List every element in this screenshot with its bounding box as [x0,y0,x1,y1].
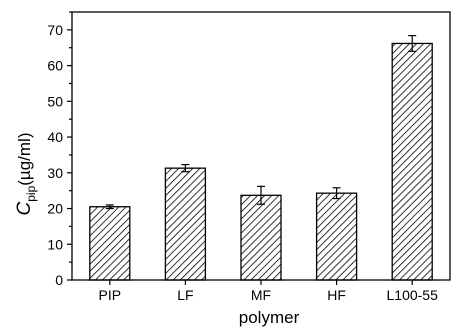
y-axis-unit: (µg/ml) [15,133,34,186]
x-tick-label: L100-55 [387,287,439,303]
plot-frame [71,11,451,281]
x-tick-label: MF [251,287,271,303]
bar-hf [315,192,358,281]
bar-mf [240,194,282,281]
plot-area: PIP LF MF HF L100-55 0 10 20 30 40 50 60 70 [47,11,451,303]
x-tick-label: LF [177,287,193,303]
y-tick-label: 40 [47,129,63,145]
bar-lf [164,167,207,281]
y-axis-title: Cpip(µg/ml) [14,133,38,216]
x-tick-label: PIP [99,287,122,303]
bar-l100-55 [391,42,433,281]
x-tick-label: HF [327,287,346,303]
y-axis-subscript: pip [24,185,38,201]
y-tick-label: 10 [47,236,63,252]
y-tick-label: 60 [47,58,63,74]
y-tick-label: 50 [47,93,63,109]
y-axis-symbol: C [14,201,35,215]
x-axis-title: polymer [239,308,300,327]
y-tick-label: 70 [47,22,63,38]
y-tick-label: 20 [47,201,63,217]
y-tick-label: 30 [47,165,63,181]
y-tick-label: 0 [55,272,63,288]
bar-pip [89,206,131,281]
